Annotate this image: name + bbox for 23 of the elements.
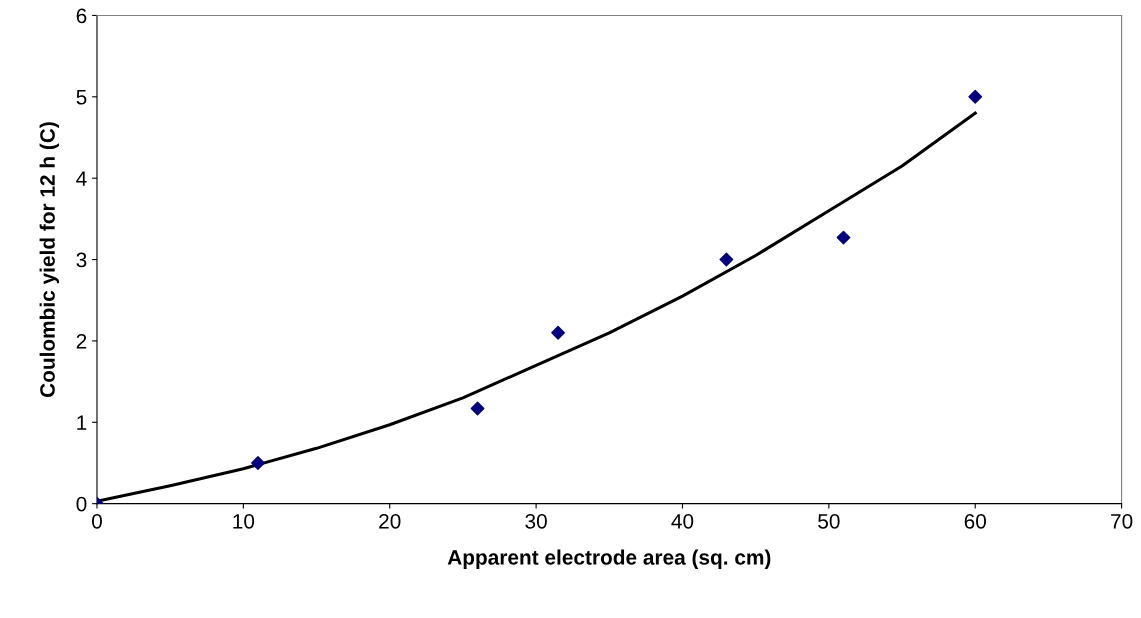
x-tick-label: 10 [233,513,255,529]
x-axis-title: Apparent electrode area (sq. cm) [447,549,771,569]
y-tick-label: 4 [76,171,87,186]
y-tick-label: 3 [76,252,87,268]
y-tick-label: 2 [76,333,87,349]
point [551,325,565,340]
x-tick-label: 20 [379,513,401,529]
point [968,89,983,104]
x-tick-label: 0 [92,513,102,529]
point [251,456,265,470]
point [719,252,734,267]
y-axis-title: Coulombic yield for 12 h (C) [39,122,60,398]
x-tick-label: 70 [1111,513,1133,529]
point [836,230,851,245]
x-tick-label: 60 [964,513,986,529]
x-tick-label: 50 [818,513,840,529]
y-tick-label: 6 [76,8,87,24]
point [470,401,485,416]
x-tick-label: 30 [525,513,547,529]
y-tick-label: 1 [77,415,87,430]
y-tick-label: 0 [76,496,87,512]
x-tick-label: 40 [671,513,694,529]
y-tick-label: 5 [76,90,87,105]
